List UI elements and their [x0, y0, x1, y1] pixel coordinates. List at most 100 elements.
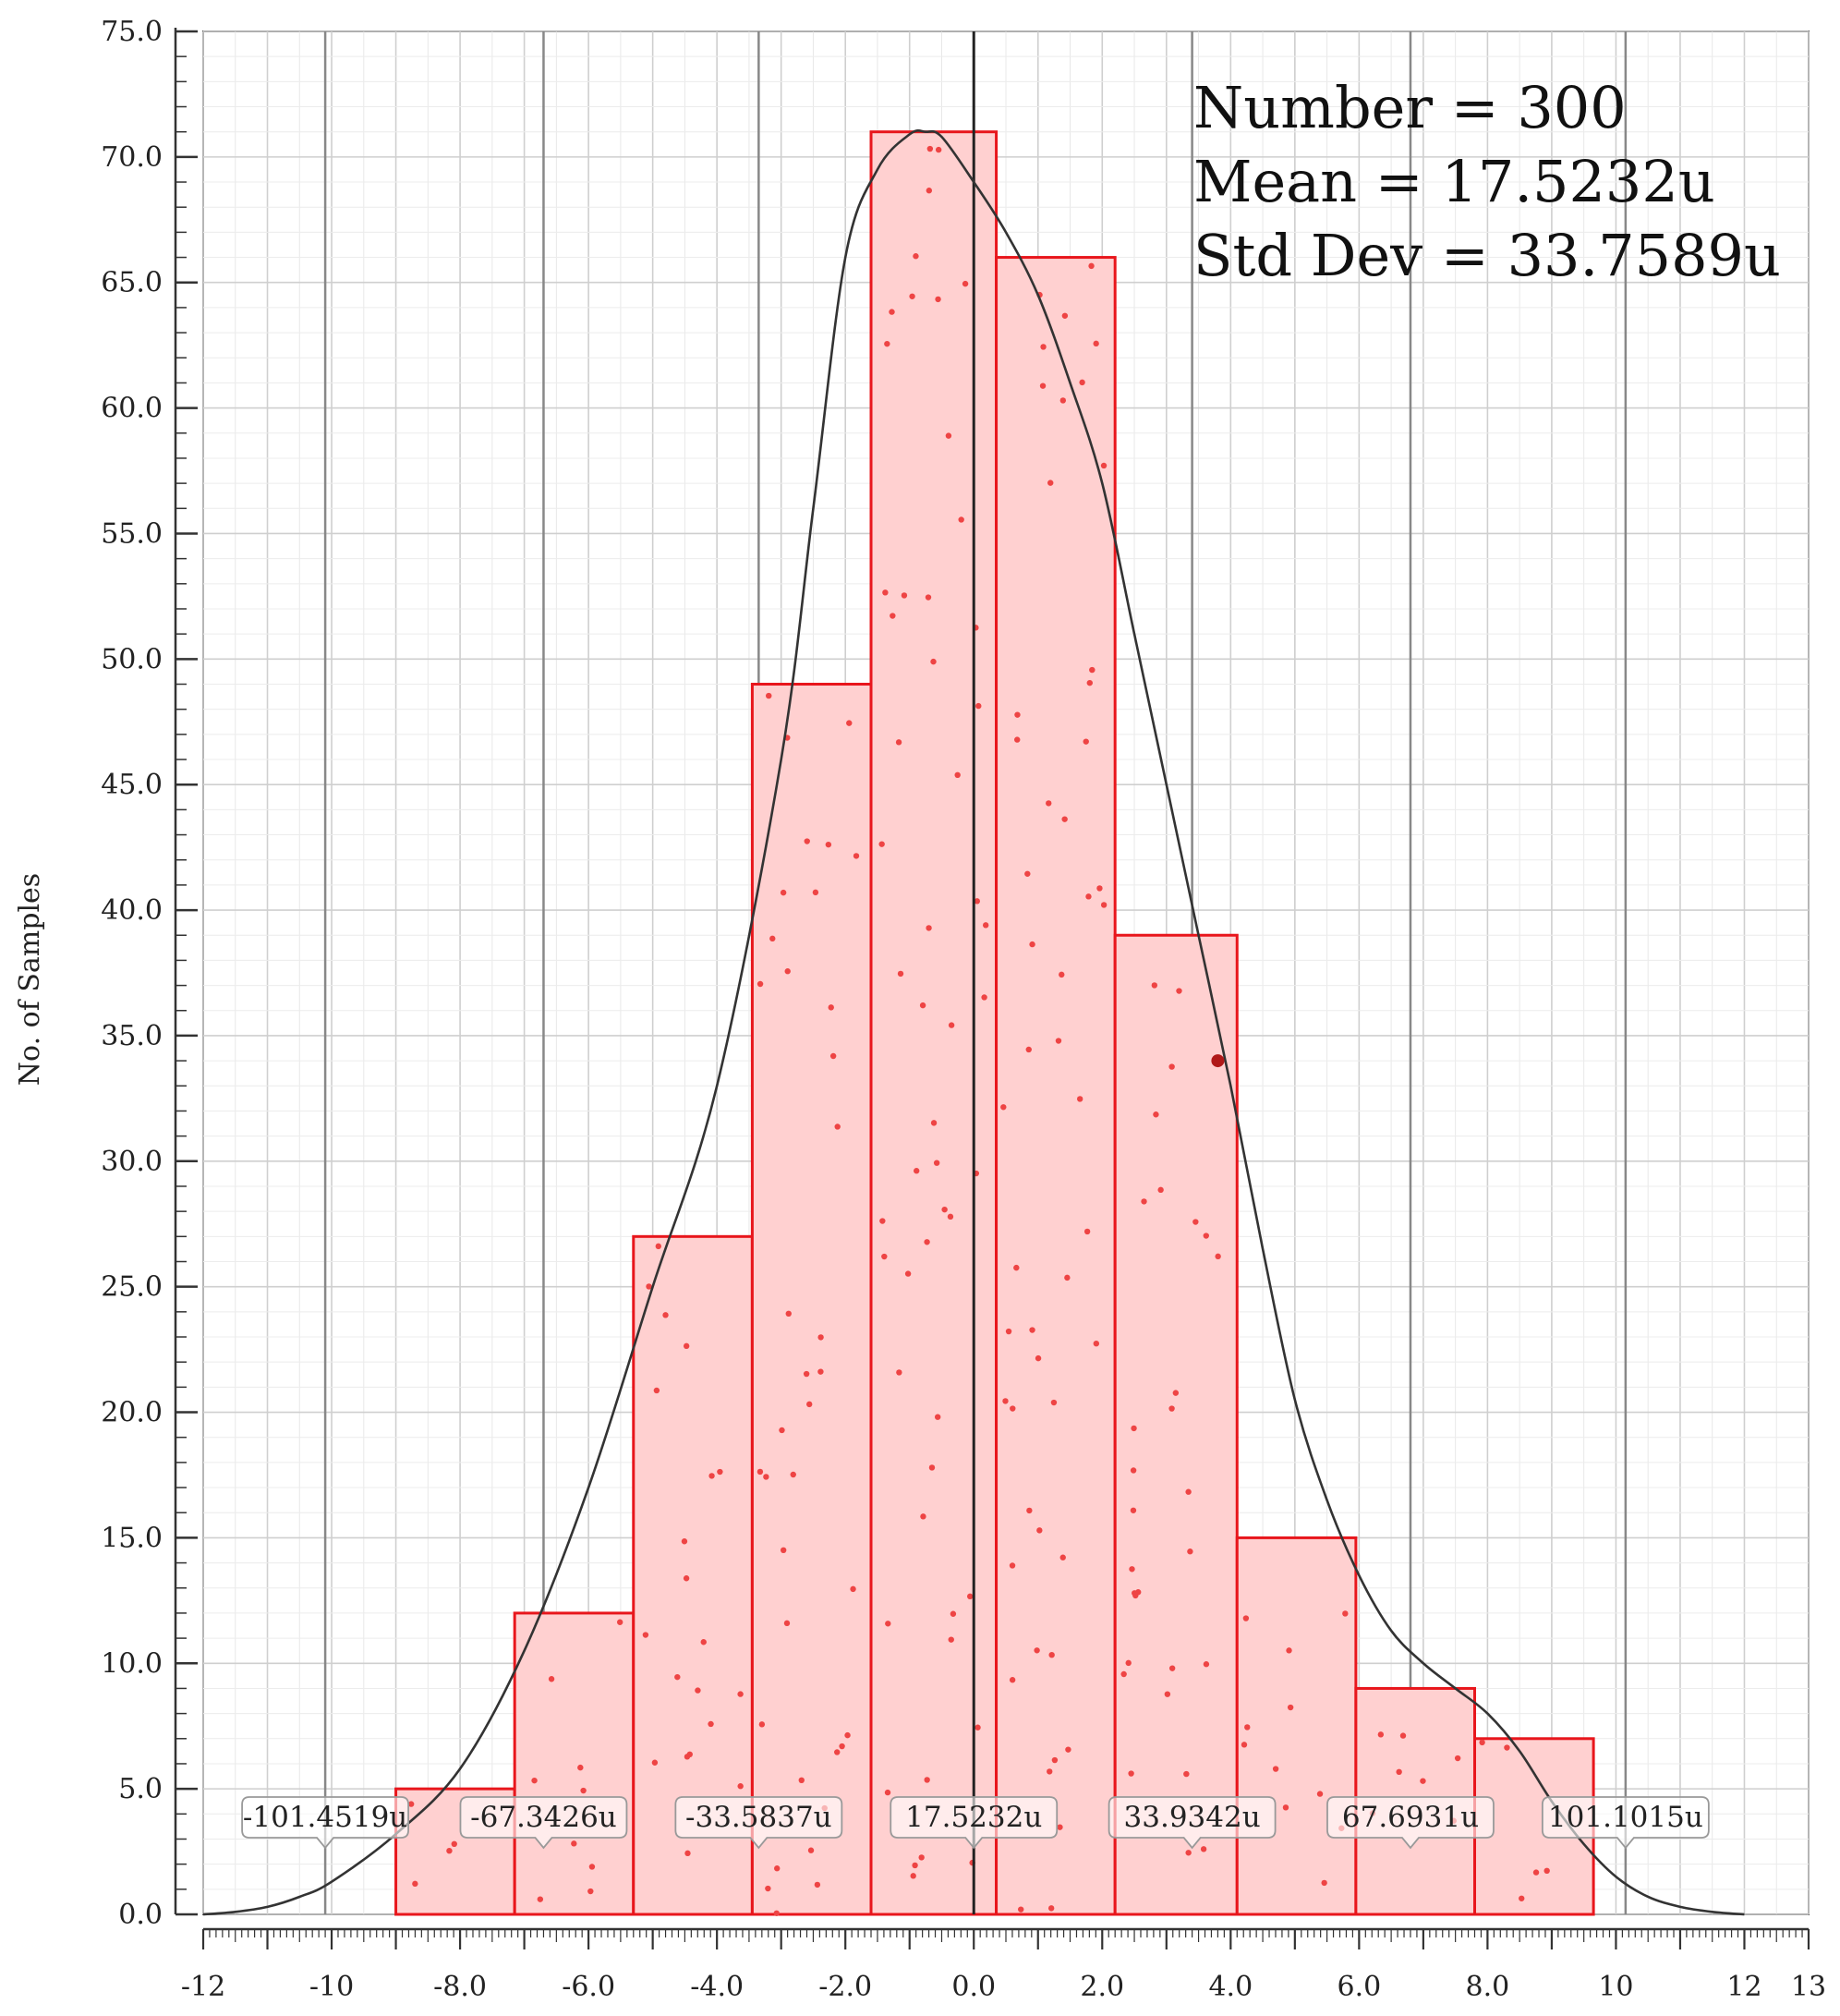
y-tick-label: 15.0: [101, 1522, 163, 1554]
bar-dot: [708, 1720, 714, 1728]
bar-dot: [1342, 1610, 1349, 1617]
bar-dot: [737, 1691, 744, 1697]
bar-dot: [681, 1538, 688, 1545]
bar-dot: [958, 516, 964, 523]
bar-dot: [1519, 1895, 1525, 1901]
bar-dot: [548, 1676, 555, 1682]
bar-dot: [684, 1850, 691, 1857]
bar-dot: [1454, 1755, 1461, 1762]
bar-dot: [1096, 885, 1103, 892]
bar-dot: [616, 1619, 623, 1625]
bar-dot: [974, 898, 981, 905]
y-tick-label: 55.0: [101, 517, 163, 550]
bar-dot: [780, 1547, 787, 1554]
bar-dot: [895, 739, 902, 746]
marker-callout-box: [459, 1796, 628, 1850]
bar-dot: [924, 1239, 930, 1245]
bar-dot: [884, 340, 890, 347]
bar-dot: [1168, 1405, 1175, 1412]
histogram-bar: [869, 130, 999, 1916]
marker-label: 33.9342u: [1124, 1801, 1261, 1834]
marker-callout: 67.6931u: [1326, 1796, 1495, 1850]
bar-dot: [1420, 1778, 1426, 1784]
bar-dot: [924, 1777, 930, 1783]
bar-dot: [1287, 1704, 1294, 1711]
x-tick-label: 0.0: [951, 1971, 996, 2003]
bar-dot: [834, 1123, 841, 1130]
bar-dot: [773, 1910, 780, 1916]
bar-dot: [577, 1764, 584, 1771]
bar-dot: [1014, 711, 1021, 718]
bar-dot: [1024, 870, 1031, 877]
bar-dot: [774, 1865, 781, 1872]
bar-dot: [587, 1888, 594, 1895]
marker-callout-box: [1541, 1796, 1710, 1850]
bar-dot: [1055, 1038, 1062, 1044]
bar-dot: [982, 922, 989, 929]
bar-dot: [1009, 1562, 1016, 1569]
bar-dot: [1242, 1615, 1250, 1621]
bar-dot: [779, 1427, 785, 1434]
bar-dot: [1200, 1846, 1207, 1852]
bar-dot: [950, 1610, 957, 1617]
bar-dot: [1479, 1739, 1485, 1746]
bar-dot: [912, 1862, 918, 1869]
x-tick-label: -6.0: [562, 1971, 615, 2003]
x-tick-label: 8.0: [1466, 1971, 1510, 2003]
bar-dot: [812, 889, 819, 896]
bar-dot: [1215, 1253, 1221, 1260]
y-tick-label: 60.0: [101, 393, 163, 425]
x-tick-label: -4.0: [690, 1971, 744, 2003]
bar-dot: [1130, 1467, 1137, 1474]
y-tick-label: 70.0: [101, 141, 163, 174]
bar-dot: [896, 1369, 902, 1376]
bar-dot: [926, 188, 933, 194]
bar-dot: [766, 692, 772, 699]
bar-dot: [1047, 1768, 1053, 1775]
bar-dot: [653, 1387, 660, 1394]
bar-dot: [757, 1468, 764, 1476]
y-tick-label: 35.0: [101, 1020, 163, 1052]
bar-dot: [925, 594, 932, 601]
bar-dot: [1396, 1768, 1402, 1776]
bar-dot: [930, 658, 937, 665]
bar-dot: [910, 1873, 916, 1879]
marker-label: 67.6931u: [1342, 1801, 1479, 1834]
bar-dot: [881, 1253, 888, 1260]
bar-dot: [1059, 1554, 1066, 1561]
bar-dot: [1399, 1732, 1407, 1739]
bar-dot: [1321, 1879, 1327, 1887]
bar-dot: [451, 1840, 457, 1848]
bar-dot: [1129, 1566, 1135, 1573]
bar-dot: [1543, 1867, 1550, 1875]
bar-dot: [1164, 1691, 1171, 1697]
bar-dot: [1059, 971, 1065, 978]
bar-dot: [804, 838, 810, 844]
bar-dot: [757, 980, 764, 988]
bar-dot: [1048, 1651, 1055, 1658]
bar-dot: [1005, 1328, 1012, 1335]
bar-dot: [817, 1334, 824, 1341]
bar-dot: [909, 293, 915, 299]
marker-labels: -101.4519u -67.3426u -33.5837u 17.5232u 33.9…: [241, 1796, 1710, 1850]
x-tick-label: -12: [181, 1971, 225, 2003]
bar-dot: [1203, 1661, 1210, 1668]
histogram-bar: [1113, 933, 1239, 1916]
bar-dot: [806, 1401, 813, 1408]
x-tick-label: 10: [1598, 1971, 1633, 2003]
marker-callout-box: [674, 1796, 843, 1850]
bar-dot: [1130, 1507, 1137, 1513]
bar-dot: [918, 1854, 925, 1861]
marker-label: -101.4519u: [243, 1801, 407, 1834]
x-tick-label: 6.0: [1338, 1971, 1382, 2003]
bar-dot: [947, 1213, 954, 1221]
bar-dot: [954, 771, 961, 779]
fit-curve-line: [202, 129, 1745, 1916]
bar-dot: [1025, 1046, 1032, 1053]
bar-dot: [945, 432, 952, 439]
bar-dot: [897, 970, 904, 978]
bar-dot: [531, 1777, 538, 1784]
bar-dot: [683, 1575, 690, 1582]
bar-dot: [1029, 941, 1035, 948]
bar-dot: [683, 1342, 690, 1350]
